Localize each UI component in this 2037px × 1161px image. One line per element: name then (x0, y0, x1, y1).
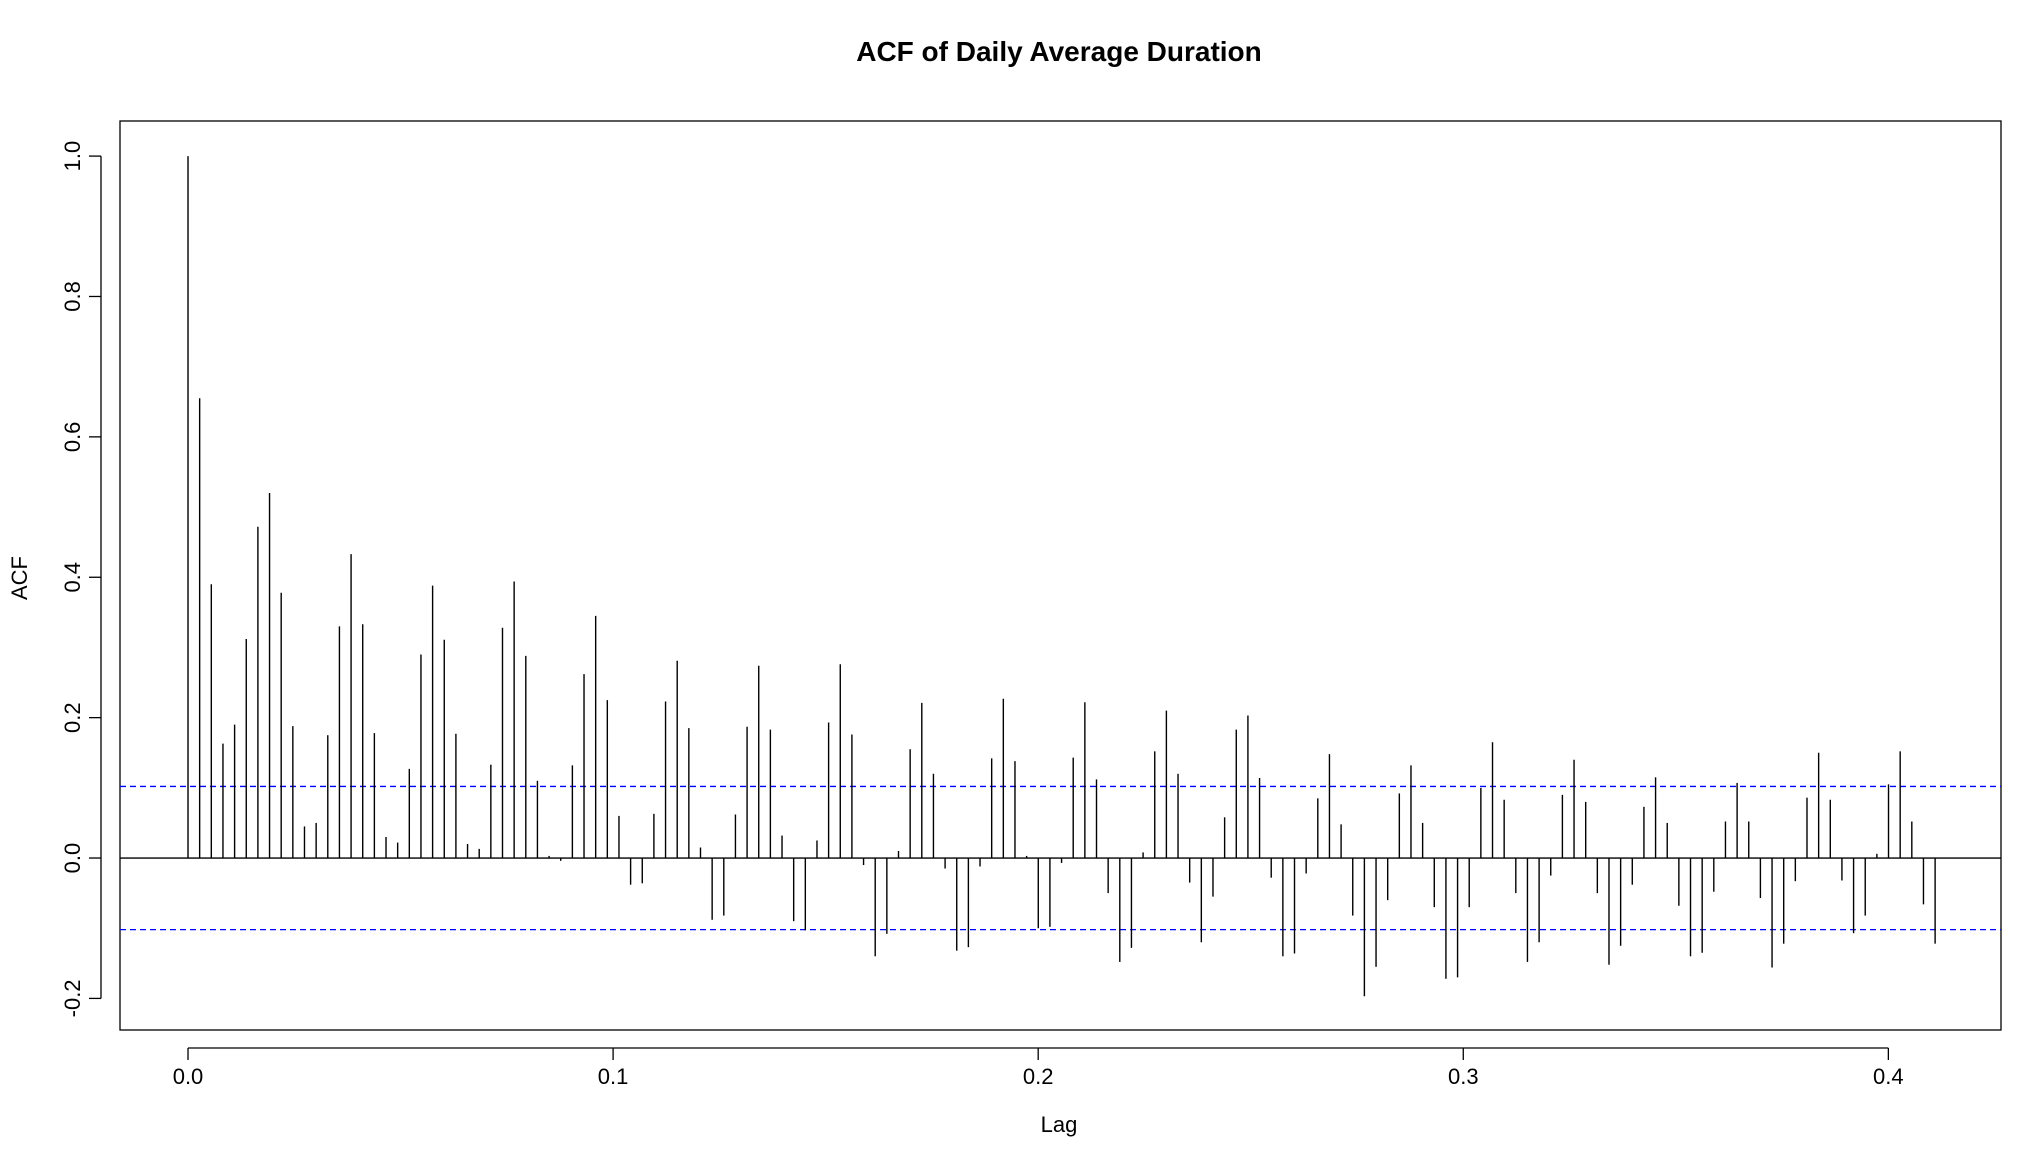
y-tick-label: 0.0 (60, 843, 85, 874)
y-tick-label: 0.8 (60, 281, 85, 312)
x-tick-label: 0.4 (1873, 1064, 1904, 1089)
y-axis: -0.2 0.0 0.2 0.4 0.6 0.8 1.0 (60, 141, 102, 1017)
x-tick-label: 0.1 (598, 1064, 629, 1089)
x-axis: 0.0 0.1 0.2 0.3 0.4 (173, 1047, 1904, 1089)
acf-marks (120, 156, 2001, 997)
x-axis-label: Lag (1041, 1112, 1078, 1137)
y-tick-label: 0.4 (60, 562, 85, 593)
y-tick-label: 0.6 (60, 422, 85, 453)
x-tick-label: 0.3 (1448, 1064, 1479, 1089)
chart-title: ACF of Daily Average Duration (856, 36, 1262, 67)
x-tick-label: 0.2 (1023, 1064, 1054, 1089)
plot-frame (119, 120, 2002, 1031)
x-tick-label: 0.0 (173, 1064, 204, 1089)
y-tick-label: 1.0 (60, 141, 85, 172)
y-tick-label: -0.2 (60, 979, 85, 1017)
y-axis-label: ACF (7, 556, 32, 600)
y-tick-label: 0.2 (60, 702, 85, 733)
